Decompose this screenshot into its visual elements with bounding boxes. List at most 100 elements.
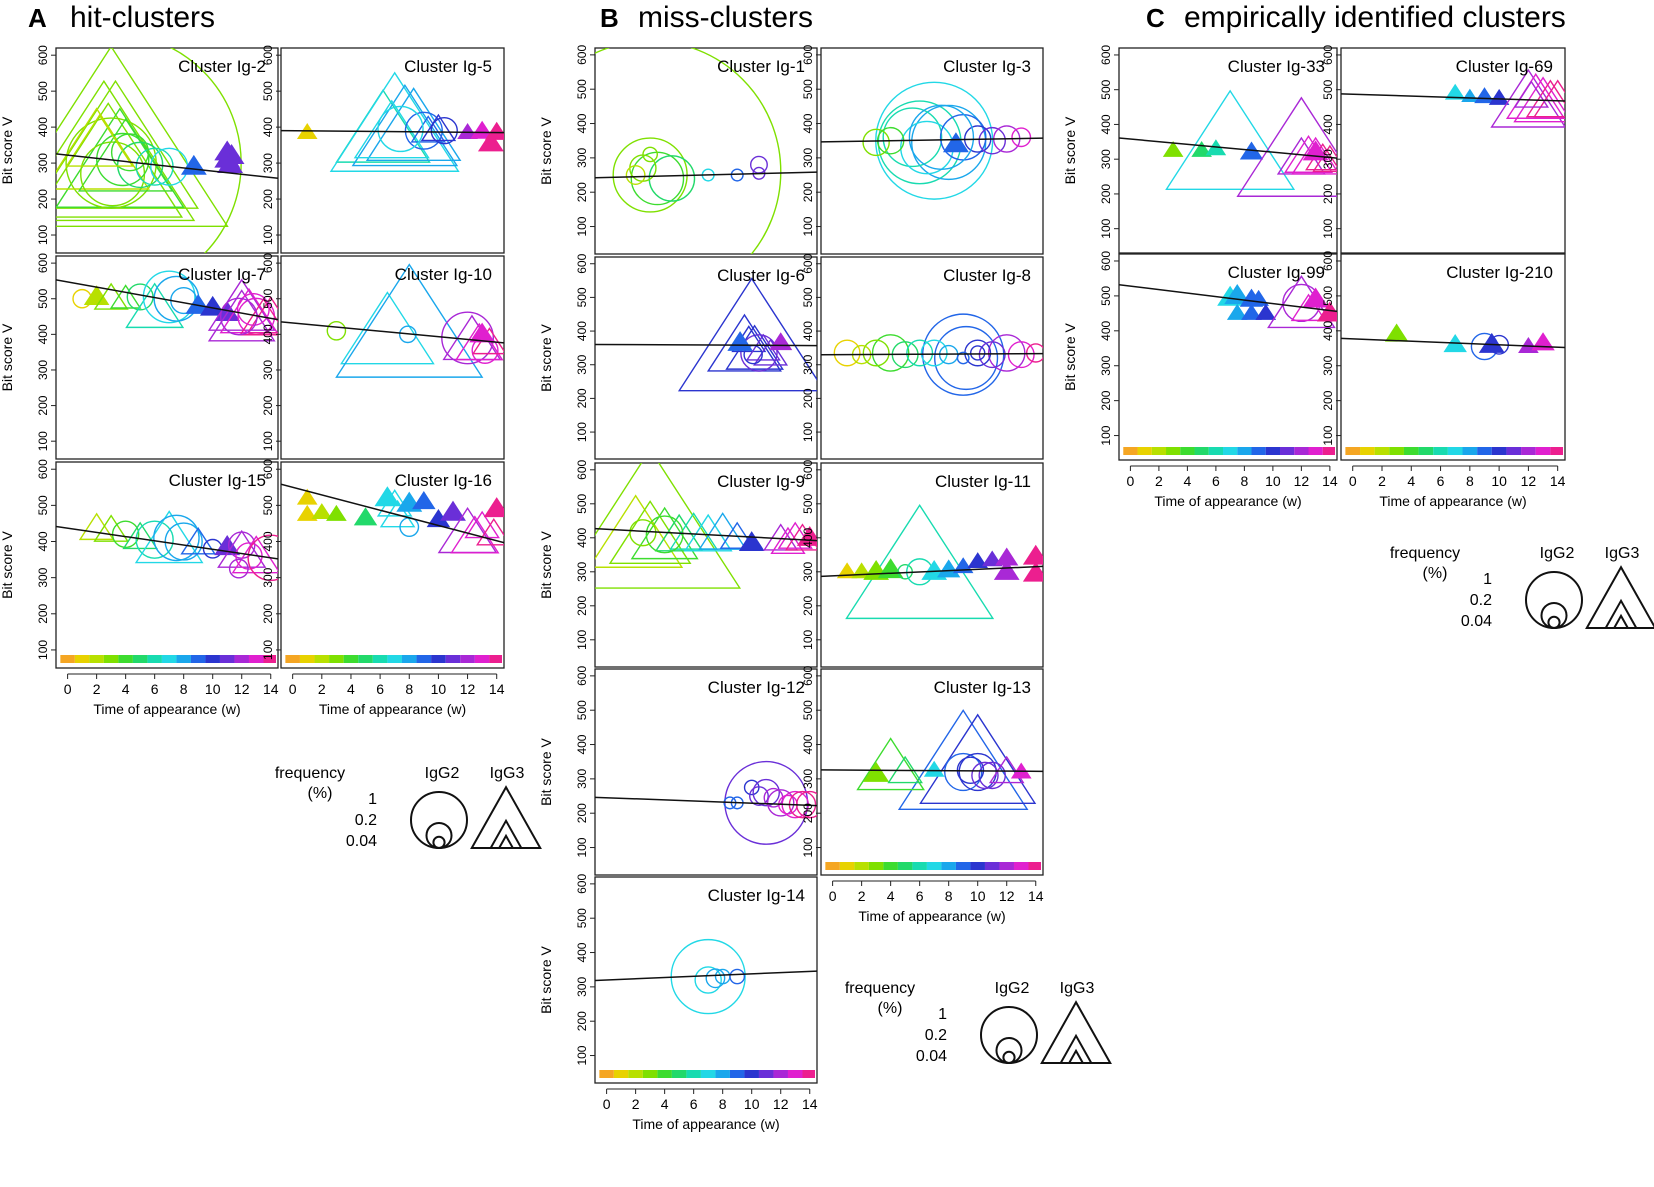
points xyxy=(326,263,504,378)
x-tick-label: 14 xyxy=(489,681,505,697)
y-tick-label: 500 xyxy=(36,495,50,515)
colorbar-cell xyxy=(1166,447,1181,455)
colorbar-cell xyxy=(1447,447,1463,455)
panel-title: Cluster Ig-10 xyxy=(395,265,492,284)
y-tick-label: 400 xyxy=(1321,114,1335,134)
y-tick-label: 100 xyxy=(261,225,275,245)
colorbar-cell xyxy=(263,655,276,663)
igg3-point xyxy=(1533,79,1565,118)
igg3-point xyxy=(440,500,466,521)
colorbar-cell xyxy=(372,655,388,663)
colorbar-cell xyxy=(1151,447,1167,455)
igg2-point xyxy=(882,107,943,168)
igg2-point xyxy=(441,311,495,365)
y-tick-label: 200 xyxy=(36,603,50,623)
panel-ig-16: 100 200 300 400 500 600 Cluster Ig-16 0 2 4 6 8 10 12… xyxy=(261,459,505,717)
x-tick-label: 2 xyxy=(858,888,866,904)
igg2-point xyxy=(430,117,458,145)
x-tick-label: 0 xyxy=(829,888,837,904)
colorbar-cell xyxy=(758,1070,774,1078)
y-tick-label: 100 xyxy=(1321,425,1335,445)
igg3-point xyxy=(698,512,748,550)
colorbar-cell xyxy=(613,1070,629,1078)
igg3-point xyxy=(1022,561,1043,582)
y-tick-label: 200 xyxy=(575,182,589,202)
y-tick-label: 100 xyxy=(575,629,589,649)
frequency-legend: frequency (%) IgG2 IgG3 1 0.2 0.04 xyxy=(275,765,542,850)
igg3-point xyxy=(1226,303,1248,320)
points xyxy=(1384,323,1555,361)
colorbar-cell xyxy=(1506,447,1522,455)
panel-ig-11: 100 200 300 400 500 600 Cluster Ig-11 xyxy=(801,459,1044,668)
y-tick-label: 400 xyxy=(575,321,589,341)
panel-title: Cluster Ig-210 xyxy=(1446,263,1553,282)
colorbar-cell xyxy=(1462,447,1478,455)
y-tick-label: 100 xyxy=(801,837,815,857)
colorbar-cell xyxy=(825,862,840,870)
y-tick-label: 600 xyxy=(261,45,275,65)
igg3-point xyxy=(923,760,945,777)
igg3-point xyxy=(83,285,110,305)
section-c-header: C empirically identified clusters xyxy=(1146,1,1566,34)
legend-igg2-label: IgG2 xyxy=(425,765,460,782)
y-tick-label: 200 xyxy=(1321,390,1335,410)
legend-igg3-label: IgG3 xyxy=(1060,980,1095,997)
y-tick-label: 200 xyxy=(1321,184,1335,204)
panel-ig-69: 100 200 300 400 500 600 Cluster Ig-69 xyxy=(1321,45,1566,254)
igg3-point xyxy=(450,515,500,554)
x-tick-label: 4 xyxy=(887,888,895,904)
igg3-point xyxy=(1255,303,1277,320)
points xyxy=(595,48,782,254)
legend-igg2-label: IgG2 xyxy=(995,980,1030,997)
colorbar-cell xyxy=(416,655,432,663)
colorbar-cell xyxy=(970,862,985,870)
legend-igg2-circle xyxy=(432,835,446,850)
y-axis-label: Bit score V xyxy=(538,738,554,806)
igg2-point xyxy=(625,165,646,185)
colorbar-cell xyxy=(1389,447,1404,455)
y-axis-label: Bit score V xyxy=(1062,323,1078,391)
x-tick-label: 8 xyxy=(180,681,188,697)
panel-ig-9: 100 200 300 400 500 600 Bit score V Cluster Ig-… xyxy=(538,459,818,668)
y-axis-label: Bit score V xyxy=(538,531,554,599)
igg3-point xyxy=(379,499,416,528)
panel-ig-210: 100 200 300 400 500 600 Cluster Ig-210 0 2 4 6 8 10 1… xyxy=(1321,251,1566,509)
regression-line xyxy=(595,171,817,179)
igg3-point xyxy=(845,503,995,620)
colorbar-cell xyxy=(1265,447,1281,455)
y-tick-label: 400 xyxy=(36,531,50,551)
points xyxy=(670,938,746,1015)
legend-igg3-label: IgG3 xyxy=(490,765,525,782)
y-tick-label: 100 xyxy=(1099,425,1113,445)
legend-igg2-circle xyxy=(410,791,468,849)
panel-ig-6: 100 200 300 400 500 600 Bit score V Cluster Ig-… xyxy=(538,253,818,460)
panel-frame xyxy=(1340,253,1566,461)
colorbar-cell xyxy=(1491,447,1507,455)
y-tick-label: 100 xyxy=(575,216,589,236)
y-axis-label: Bit score V xyxy=(538,324,554,392)
y-tick-label: 600 xyxy=(801,253,815,273)
y-tick-label: 100 xyxy=(801,422,815,442)
y-axis-label: Bit score V xyxy=(0,323,15,391)
x-tick-label: 14 xyxy=(802,1096,818,1112)
y-tick-label: 600 xyxy=(36,45,50,65)
y-tick-label: 400 xyxy=(801,734,815,754)
colorbar-cell xyxy=(460,655,475,663)
section-b-letter: B xyxy=(600,3,619,33)
igg3-point xyxy=(199,295,226,316)
legend-igg3-triangle xyxy=(1067,1048,1085,1064)
y-tick-label: 400 xyxy=(36,117,50,137)
igg2-point xyxy=(934,325,999,391)
colorbar-cell xyxy=(89,655,104,663)
colorbar-cell xyxy=(401,655,417,663)
igg2-point xyxy=(404,111,443,150)
igg3-point xyxy=(1162,141,1184,157)
colorbar-cell xyxy=(219,655,235,663)
section-b-header: B miss-clusters xyxy=(600,1,813,34)
colorbar-cell xyxy=(955,862,971,870)
panel-title: Cluster Ig-13 xyxy=(934,678,1031,697)
colorbar-cell xyxy=(248,655,264,663)
igg3-point xyxy=(457,123,478,139)
panel-title: Cluster Ig-3 xyxy=(943,57,1031,76)
y-tick-label: 300 xyxy=(575,148,589,168)
